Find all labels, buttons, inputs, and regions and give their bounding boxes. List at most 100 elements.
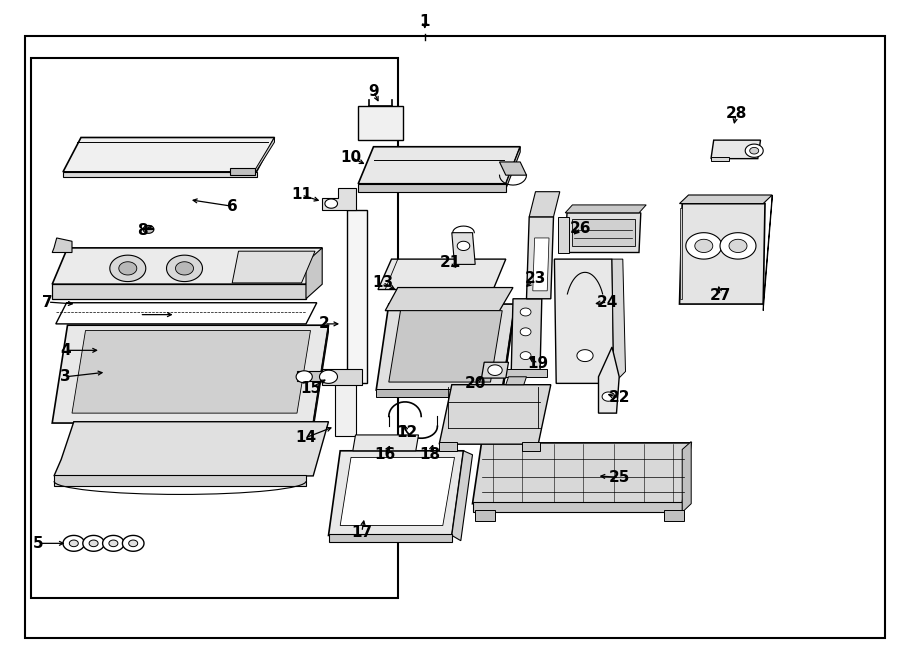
Polygon shape [63, 137, 274, 172]
Text: 12: 12 [396, 426, 418, 440]
Polygon shape [504, 369, 547, 377]
Polygon shape [488, 365, 502, 375]
Polygon shape [533, 238, 549, 291]
Polygon shape [506, 147, 520, 189]
Text: 5: 5 [32, 536, 43, 551]
Text: 14: 14 [295, 430, 317, 445]
Polygon shape [69, 540, 78, 547]
Polygon shape [63, 535, 85, 551]
Polygon shape [745, 144, 763, 157]
Polygon shape [52, 284, 306, 299]
Polygon shape [358, 147, 520, 184]
Polygon shape [680, 204, 765, 304]
Polygon shape [296, 371, 312, 383]
Polygon shape [320, 370, 338, 383]
Polygon shape [529, 192, 560, 217]
Polygon shape [457, 241, 470, 251]
Polygon shape [143, 225, 154, 233]
Polygon shape [52, 248, 322, 284]
Text: 15: 15 [300, 381, 321, 395]
Polygon shape [254, 137, 274, 175]
Text: 2: 2 [319, 317, 329, 331]
Polygon shape [83, 535, 104, 551]
Polygon shape [230, 168, 255, 175]
Polygon shape [520, 352, 531, 360]
Polygon shape [720, 233, 756, 259]
Polygon shape [686, 233, 722, 259]
Polygon shape [232, 251, 315, 283]
Text: 1: 1 [419, 14, 430, 28]
Polygon shape [89, 540, 98, 547]
Polygon shape [602, 392, 615, 401]
Polygon shape [56, 303, 317, 324]
Polygon shape [122, 535, 144, 551]
Polygon shape [353, 435, 418, 451]
Text: 27: 27 [709, 288, 731, 303]
Polygon shape [695, 239, 713, 253]
Polygon shape [103, 535, 124, 551]
Polygon shape [358, 184, 506, 192]
Polygon shape [475, 510, 495, 521]
Polygon shape [520, 308, 531, 316]
Polygon shape [472, 502, 682, 512]
Polygon shape [439, 442, 457, 451]
Text: 3: 3 [60, 369, 71, 384]
Polygon shape [313, 325, 328, 430]
Polygon shape [750, 147, 759, 154]
Text: 10: 10 [340, 150, 362, 165]
Text: 7: 7 [42, 295, 53, 309]
Polygon shape [129, 540, 138, 547]
Polygon shape [322, 188, 356, 210]
Polygon shape [54, 422, 328, 476]
Bar [31, 58, 398, 598]
Polygon shape [439, 385, 551, 444]
Polygon shape [358, 106, 403, 140]
Polygon shape [526, 217, 554, 299]
Polygon shape [680, 195, 772, 204]
Polygon shape [506, 377, 526, 385]
Text: 28: 28 [725, 106, 747, 121]
Polygon shape [346, 210, 367, 383]
Polygon shape [54, 475, 306, 486]
Text: 19: 19 [527, 356, 549, 371]
Polygon shape [378, 259, 506, 290]
Text: 17: 17 [351, 525, 373, 539]
Polygon shape [340, 457, 454, 525]
Text: 4: 4 [60, 343, 71, 358]
Polygon shape [577, 350, 593, 362]
Polygon shape [680, 208, 682, 299]
Polygon shape [385, 288, 513, 311]
Polygon shape [376, 389, 502, 397]
Polygon shape [572, 219, 634, 246]
Polygon shape [565, 205, 646, 213]
Text: 11: 11 [291, 188, 312, 202]
Polygon shape [119, 262, 137, 275]
Polygon shape [389, 311, 502, 382]
Polygon shape [72, 330, 310, 413]
Polygon shape [565, 213, 641, 253]
Text: 18: 18 [419, 447, 441, 461]
Text: 9: 9 [368, 84, 379, 98]
Text: 6: 6 [227, 199, 238, 214]
Polygon shape [52, 325, 328, 423]
Polygon shape [452, 233, 475, 264]
Polygon shape [500, 162, 526, 175]
Text: 23: 23 [525, 272, 546, 286]
Text: 25: 25 [608, 470, 630, 485]
Polygon shape [482, 362, 508, 378]
Polygon shape [682, 442, 691, 512]
Polygon shape [554, 259, 614, 383]
Polygon shape [335, 382, 356, 436]
Polygon shape [711, 157, 729, 161]
Polygon shape [110, 255, 146, 282]
Text: 8: 8 [137, 223, 148, 237]
Polygon shape [522, 442, 540, 451]
Text: 26: 26 [570, 221, 591, 235]
Polygon shape [729, 239, 747, 253]
Polygon shape [558, 217, 569, 253]
Text: 20: 20 [464, 376, 486, 391]
Polygon shape [176, 262, 194, 275]
Text: 24: 24 [597, 295, 618, 309]
Polygon shape [452, 451, 472, 541]
Polygon shape [52, 238, 72, 253]
